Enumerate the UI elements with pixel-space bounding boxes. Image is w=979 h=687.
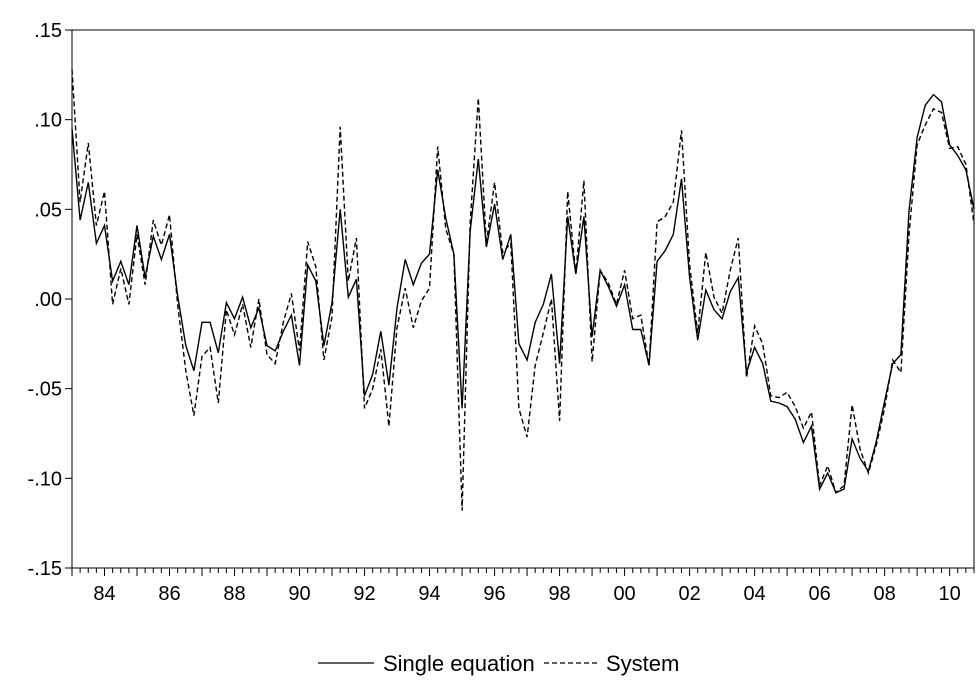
x-axis: 84 86 88 90 92 94 96 98 00 02 04 06 08 10 (71, 568, 975, 605)
x-tick-label: 86 (158, 583, 180, 605)
x-tick-label: 90 (288, 583, 310, 605)
legend: Single equation System (318, 651, 679, 676)
x-tick-label: 06 (808, 583, 830, 605)
x-tick-label: 10 (938, 583, 960, 605)
legend-label-single-equation: Single equation (383, 651, 535, 676)
y-tick-label: -.10 (28, 468, 62, 490)
series-line-single-equation (71, 93, 975, 494)
y-tick-label: -.15 (28, 558, 62, 580)
series-group (71, 69, 975, 511)
y-tick-label: .00 (34, 289, 62, 311)
x-tick-label: 00 (613, 583, 635, 605)
y-tick-label: .05 (34, 199, 62, 221)
x-tick-label: 08 (873, 583, 895, 605)
x-tick-label: 94 (418, 583, 440, 605)
x-tick-label: 04 (743, 583, 765, 605)
y-axis: .15 .10 .05 .00 -.05 -.10 -.15 (28, 20, 72, 580)
series-line-system (71, 69, 975, 511)
x-tick-label: 84 (93, 583, 115, 605)
plot-frame (71, 29, 975, 569)
x-tick-label: 98 (548, 583, 570, 605)
x-tick-label: 92 (353, 583, 375, 605)
y-tick-label: -.05 (28, 379, 62, 401)
y-tick-label: .10 (34, 110, 62, 132)
x-tick-label: 02 (678, 583, 700, 605)
x-tick-label: 96 (483, 583, 505, 605)
y-tick-label: .15 (34, 20, 62, 42)
x-tick-label: 88 (223, 583, 245, 605)
legend-label-system: System (606, 651, 679, 676)
